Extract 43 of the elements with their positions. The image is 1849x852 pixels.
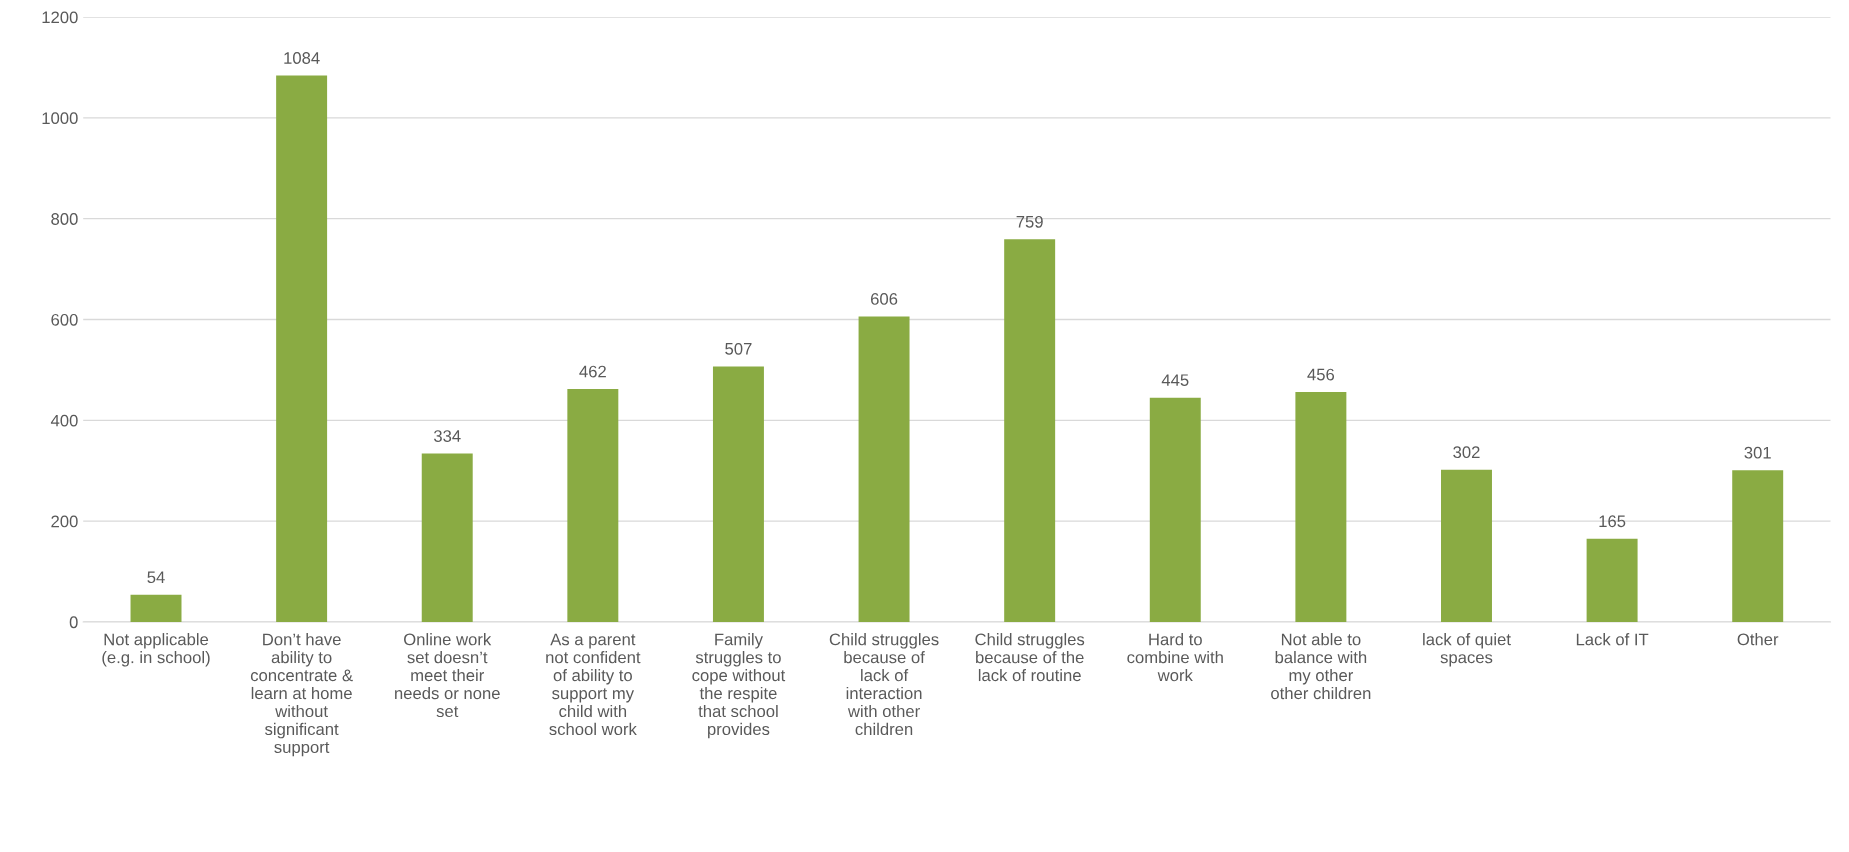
y-tick-label: 200	[51, 515, 78, 528]
x-tick-label: Online work set doesn’t meet their needs or none set	[395, 633, 500, 718]
y-tick-label: 1200	[42, 11, 78, 24]
y-tick-label: 0	[69, 616, 78, 629]
bar	[1732, 470, 1784, 622]
y-tick-label: 1000	[42, 112, 78, 125]
x-tick-label: Not able to balance with my other other children	[1271, 633, 1371, 700]
x-tick-label: Family struggles to cope without the respite that school provides	[692, 633, 786, 739]
y-tick-label: 600	[51, 313, 78, 326]
data-label: 1084	[284, 52, 320, 64]
bar	[1295, 392, 1347, 622]
x-tick-label: As a parent not confident of ability to support my child with school work	[546, 633, 641, 736]
data-label: 301	[1744, 446, 1771, 459]
bar	[130, 594, 182, 622]
data-label: 507	[725, 342, 752, 355]
data-label: 334	[433, 430, 461, 442]
data-label: 445	[1161, 374, 1189, 387]
bar	[421, 453, 473, 622]
bar	[567, 389, 619, 622]
data-label: 462	[579, 365, 606, 378]
bar	[1441, 469, 1492, 622]
data-label: 456	[1307, 368, 1335, 381]
x-tick-label: Don’t have ability to concentrate & learn at home without significant support	[250, 633, 353, 757]
bar	[712, 366, 764, 622]
bar	[1586, 538, 1638, 622]
data-label: 302	[1453, 446, 1480, 459]
data-label: 606	[871, 293, 898, 305]
bar	[858, 316, 910, 622]
data-label: 165	[1599, 515, 1626, 528]
data-label: 54	[147, 571, 165, 584]
x-tick-label: Not applicable (e.g. in school)	[102, 633, 210, 667]
x-tick-label: Child struggles because of the lack of routine	[975, 633, 1085, 682]
x-tick-label: Hard to combine with work	[1127, 633, 1223, 682]
x-tick-label: Child struggles because of lack of interaction with other children	[829, 633, 939, 736]
x-tick-label: Other	[1737, 633, 1779, 646]
y-tick-label: 800	[51, 213, 78, 225]
x-tick-label: lack of quiet spaces	[1423, 633, 1511, 667]
bar	[1149, 397, 1201, 622]
bar	[276, 75, 328, 622]
bar	[1004, 239, 1056, 622]
x-tick-label: Lack of IT	[1576, 633, 1649, 646]
data-label: 759	[1016, 215, 1043, 228]
y-tick-label: 400	[50, 414, 78, 427]
